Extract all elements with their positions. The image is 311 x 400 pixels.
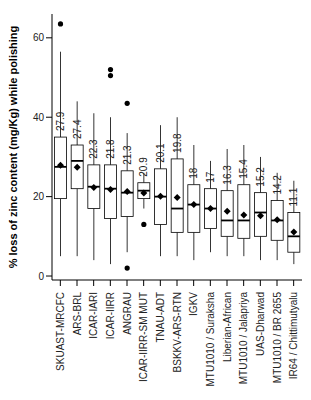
svg-text:UAS-Dharwad: UAS-Dharwad — [255, 292, 266, 356]
svg-text:20: 20 — [33, 191, 45, 202]
svg-text:SKUAST-MRCFC: SKUAST-MRCFC — [55, 292, 66, 371]
svg-text:ICAR-IIRR: ICAR-IIRR — [105, 292, 116, 339]
svg-text:0: 0 — [38, 271, 44, 282]
svg-text:MTU1010 / BR 2655: MTU1010 / BR 2655 — [272, 292, 283, 384]
svg-text:17: 17 — [205, 171, 216, 183]
svg-text:ANGRAU: ANGRAU — [122, 292, 133, 335]
svg-text:18: 18 — [188, 167, 199, 179]
svg-text:Liberian-African: Liberian-African — [222, 292, 233, 362]
svg-text:11.1: 11.1 — [288, 187, 299, 206]
svg-text:21.3: 21.3 — [122, 145, 133, 165]
svg-text:BSKKV-ARS-RTN: BSKKV-ARS-RTN — [172, 292, 183, 372]
svg-text:ICAR-IARI: ICAR-IARI — [88, 292, 99, 339]
svg-text:20.1: 20.1 — [155, 143, 166, 163]
svg-text:14.2: 14.2 — [272, 175, 283, 195]
svg-text:MTU1010 / Jalapriya: MTU1010 / Jalapriya — [238, 292, 249, 385]
svg-text:22.3: 22.3 — [88, 139, 99, 159]
svg-text:IR64 / Chittimutyalu: IR64 / Chittimutyalu — [288, 292, 299, 379]
svg-text:ARS-BRL: ARS-BRL — [72, 292, 83, 336]
svg-text:19.8: 19.8 — [172, 133, 183, 153]
svg-text:15.2: 15.2 — [255, 167, 266, 187]
svg-text:21.8: 21.8 — [105, 139, 116, 159]
svg-text:20.9: 20.9 — [138, 157, 149, 177]
svg-text:60: 60 — [33, 32, 45, 43]
svg-text:15.4: 15.4 — [238, 159, 249, 179]
svg-text:40: 40 — [33, 112, 45, 123]
svg-text:IGKV: IGKV — [188, 292, 199, 316]
svg-text:27.9: 27.9 — [55, 111, 66, 131]
svg-text:16.3: 16.3 — [222, 165, 233, 185]
svg-text:TNAU-ADT: TNAU-ADT — [155, 292, 166, 343]
svg-text:MTU1010 / Suraksha: MTU1010 / Suraksha — [205, 292, 216, 387]
svg-text:% loss of zinc content (mg/Kg): % loss of zinc content (mg/Kg) while pol… — [8, 26, 19, 269]
svg-text:27.4: 27.4 — [72, 119, 83, 139]
svg-text:ICAR-IIRR-SM MUT: ICAR-IIRR-SM MUT — [138, 292, 149, 382]
